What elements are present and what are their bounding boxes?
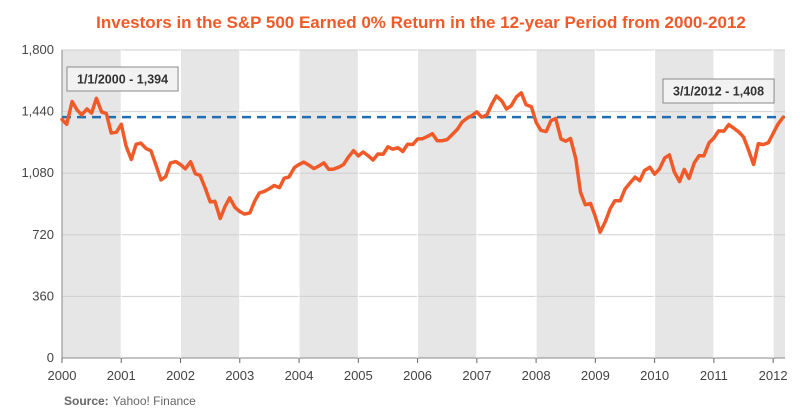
- source-value: Yahoo! Finance: [113, 394, 196, 408]
- annotation-text: 3/1/2012 - 1,408: [673, 85, 764, 99]
- chart-title: Investors in the S&P 500 Earned 0% Retur…: [96, 13, 746, 32]
- x-tick-label: 2003: [225, 368, 254, 383]
- year-band: [299, 50, 359, 358]
- x-tick-label: 2005: [344, 368, 373, 383]
- x-tick-label: 2011: [700, 368, 728, 383]
- y-tick-label: 1,080: [21, 165, 54, 180]
- y-tick-label: 1,440: [21, 104, 54, 119]
- annotation-label: 1/1/2000 - 1,394: [66, 66, 179, 92]
- x-tick-label: 2004: [285, 368, 314, 383]
- annotation-text: 1/1/2000 - 1,394: [77, 73, 168, 87]
- year-bands: [62, 50, 785, 358]
- gridlines: [61, 49, 785, 359]
- year-band: [773, 50, 785, 358]
- x-tick-label: 2000: [48, 368, 77, 383]
- x-tick-label: 2001: [107, 368, 136, 383]
- y-tick-label: 0: [47, 350, 54, 365]
- year-band: [417, 50, 477, 358]
- source-label: Source:: [64, 394, 109, 408]
- y-tick-label: 1,800: [21, 42, 54, 57]
- x-tick-label: 2010: [640, 368, 669, 383]
- x-tick-label: 2009: [581, 368, 610, 383]
- series-line: [60, 91, 785, 234]
- source-note: Source: Yahoo! Finance: [64, 394, 196, 408]
- x-tick-label: 2007: [462, 368, 491, 383]
- x-tick-label: 2008: [522, 368, 551, 383]
- y-axis-ticks: 0 360 720 1,080 1,440 1,800: [21, 42, 54, 365]
- y-tick-label: 720: [32, 227, 54, 242]
- year-band: [180, 50, 240, 358]
- annotation-box: [662, 78, 775, 104]
- y-tick-label: 360: [32, 288, 54, 303]
- annotation-box: [66, 66, 179, 92]
- year-band: [62, 50, 122, 358]
- annotation-label: 3/1/2012 - 1,408: [662, 78, 775, 104]
- x-tick-label: 2006: [403, 368, 432, 383]
- x-axis-ticks: 2000 2001 2002 2003 2004 2005 2006 2007 2008 2009…: [48, 358, 788, 383]
- x-tick-label: 2012: [759, 368, 788, 383]
- annotations: 1/1/2000 - 1,394 3/1/2012 - 1,408: [66, 66, 775, 104]
- x-tick-label: 2002: [166, 368, 195, 383]
